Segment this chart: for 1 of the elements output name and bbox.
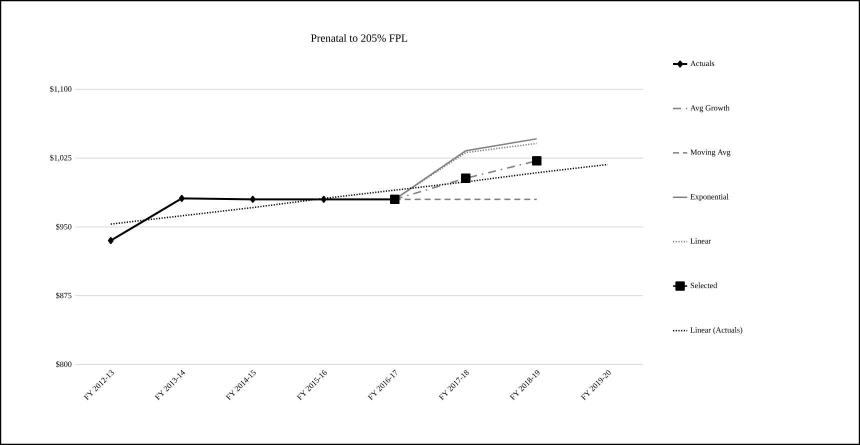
chart-title: Prenatal to 205% FPL [311,34,408,42]
